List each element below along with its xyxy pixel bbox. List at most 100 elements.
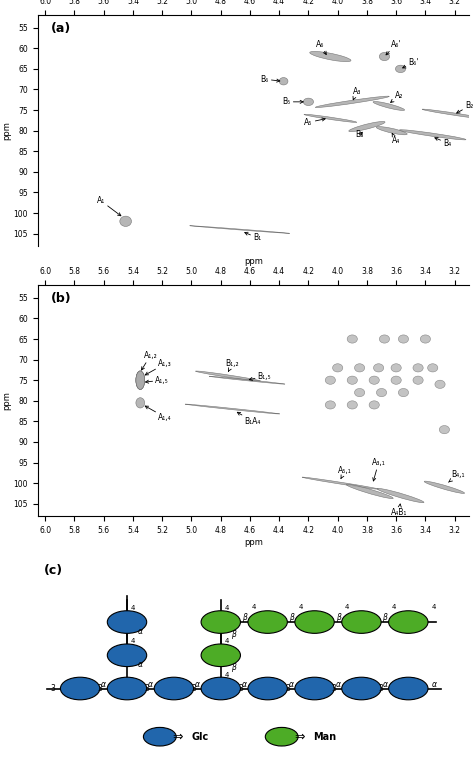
- Text: β: β: [289, 613, 293, 621]
- Ellipse shape: [369, 401, 379, 409]
- Ellipse shape: [333, 364, 343, 372]
- Ellipse shape: [265, 727, 298, 746]
- Text: A₁,₂: A₁,₂: [142, 351, 157, 370]
- Text: α: α: [432, 680, 437, 689]
- Text: A₃,₁: A₃,₁: [372, 458, 385, 481]
- Ellipse shape: [379, 335, 390, 343]
- Text: B₆: B₆: [260, 74, 280, 84]
- Text: α: α: [289, 680, 293, 689]
- Text: A₅,₁: A₅,₁: [338, 466, 352, 479]
- Text: A₃: A₃: [353, 87, 361, 100]
- Text: 3: 3: [51, 684, 55, 693]
- Ellipse shape: [136, 371, 145, 390]
- Text: A₁,₅: A₁,₅: [146, 376, 169, 385]
- Ellipse shape: [413, 364, 423, 372]
- Ellipse shape: [346, 484, 393, 499]
- Text: β: β: [383, 613, 387, 621]
- Ellipse shape: [201, 611, 240, 634]
- Text: A₄: A₄: [392, 133, 400, 146]
- Text: (a): (a): [51, 22, 71, 35]
- X-axis label: ppm: ppm: [244, 257, 263, 266]
- Ellipse shape: [279, 77, 288, 85]
- Ellipse shape: [295, 611, 334, 634]
- Ellipse shape: [107, 611, 146, 634]
- Text: (b): (b): [51, 292, 72, 305]
- Ellipse shape: [435, 380, 445, 388]
- Ellipse shape: [391, 376, 401, 384]
- Ellipse shape: [422, 109, 474, 120]
- Ellipse shape: [398, 388, 409, 397]
- Ellipse shape: [185, 404, 280, 414]
- Ellipse shape: [107, 677, 146, 700]
- Text: α: α: [137, 660, 143, 669]
- Ellipse shape: [190, 225, 290, 233]
- Ellipse shape: [144, 727, 176, 746]
- Text: B₁A₄: B₁A₄: [237, 413, 261, 426]
- Ellipse shape: [347, 376, 357, 384]
- Ellipse shape: [376, 388, 387, 397]
- Text: 3: 3: [285, 684, 290, 693]
- Text: 4: 4: [224, 672, 228, 677]
- Text: 3: 3: [97, 684, 102, 693]
- Y-axis label: ppm: ppm: [2, 121, 11, 140]
- Text: B₅: B₅: [283, 97, 303, 107]
- Text: 4: 4: [130, 638, 135, 644]
- Ellipse shape: [424, 481, 465, 493]
- Text: A₁,₄: A₁,₄: [145, 406, 172, 422]
- Ellipse shape: [395, 65, 406, 73]
- Ellipse shape: [302, 477, 379, 489]
- Text: B₃: B₃: [356, 130, 364, 140]
- Text: Glc: Glc: [191, 732, 209, 742]
- Ellipse shape: [120, 216, 131, 226]
- Ellipse shape: [201, 677, 240, 700]
- Text: A₁: A₁: [97, 196, 121, 216]
- Text: ⇒: ⇒: [294, 730, 305, 743]
- Ellipse shape: [325, 376, 336, 384]
- Text: B₆': B₆': [402, 58, 419, 68]
- Ellipse shape: [107, 644, 146, 667]
- Ellipse shape: [310, 51, 351, 61]
- Text: ⇒: ⇒: [173, 730, 183, 743]
- Ellipse shape: [376, 127, 407, 135]
- Text: β: β: [231, 630, 237, 639]
- Ellipse shape: [248, 611, 287, 634]
- Ellipse shape: [398, 335, 409, 343]
- Text: Man: Man: [314, 732, 337, 742]
- Ellipse shape: [428, 364, 438, 372]
- Ellipse shape: [420, 335, 430, 343]
- Text: 4: 4: [432, 604, 436, 611]
- Ellipse shape: [248, 677, 287, 700]
- Text: β: β: [336, 613, 340, 621]
- Ellipse shape: [349, 121, 385, 132]
- Text: B₁: B₁: [245, 232, 261, 242]
- Text: 4: 4: [392, 604, 396, 611]
- Ellipse shape: [355, 364, 365, 372]
- Ellipse shape: [369, 376, 379, 384]
- Ellipse shape: [355, 388, 365, 397]
- Text: 3: 3: [144, 684, 149, 693]
- Text: 3: 3: [379, 684, 383, 693]
- Ellipse shape: [315, 96, 389, 107]
- Ellipse shape: [295, 677, 334, 700]
- Text: B₄,₁: B₄,₁: [448, 470, 465, 482]
- Ellipse shape: [60, 677, 100, 700]
- Text: 3: 3: [238, 684, 243, 693]
- Ellipse shape: [413, 376, 423, 384]
- Text: A₆: A₆: [316, 40, 326, 54]
- Text: α: α: [336, 680, 340, 689]
- Text: A₆': A₆': [386, 40, 401, 55]
- Ellipse shape: [391, 364, 401, 372]
- Text: 3: 3: [332, 684, 337, 693]
- Text: α: α: [101, 680, 106, 689]
- Ellipse shape: [304, 114, 357, 123]
- Text: 3: 3: [191, 684, 196, 693]
- Text: α: α: [383, 680, 387, 689]
- Text: α: α: [242, 680, 246, 689]
- Ellipse shape: [136, 398, 145, 408]
- Text: 4: 4: [251, 604, 256, 611]
- Ellipse shape: [389, 677, 428, 700]
- Text: 4: 4: [224, 638, 228, 644]
- Text: 4: 4: [224, 605, 228, 611]
- Text: B₄: B₄: [435, 137, 451, 147]
- Ellipse shape: [379, 52, 390, 61]
